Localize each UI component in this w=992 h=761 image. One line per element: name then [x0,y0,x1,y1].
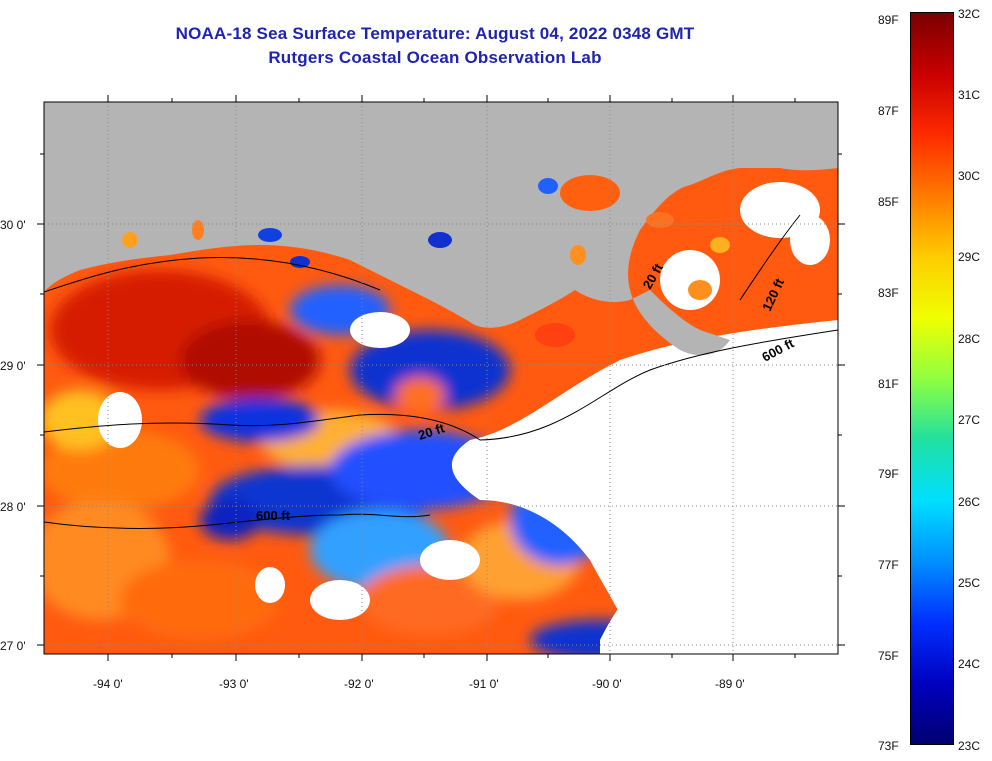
lon-label-90: -90 0' [592,677,622,691]
colorbar-c-30: 30C [958,169,981,183]
colorbar-f-87: 87F [878,104,899,118]
colorbar-f-79: 79F [878,467,899,481]
lon-label-91: -91 0' [469,677,499,691]
lon-label-92: -92 0' [344,677,374,691]
map-subtitle: Rutgers Coastal Ocean Observation Lab [268,48,602,67]
colorbar-c-31: 31C [958,88,981,102]
colorbar-c-25: 25C [958,576,981,590]
map-border [43,101,839,655]
colorbar-f-75: 75F [878,649,899,663]
lat-label-29: 29 0' [0,359,26,373]
lon-label-94: -94 0' [93,677,123,691]
colorbar-f-85: 85F [878,195,899,209]
colorbar-f-83: 83F [878,286,899,300]
colorbar-c-26: 26C [958,495,981,509]
depth-contours [44,214,838,529]
colorbar-f-73: 73F [878,739,899,753]
map-frame: 20 ft 120 ft 600 ft 20 ft 600 ft [44,102,838,654]
lat-lon-grid [44,102,838,654]
colorbar-c-23: 23C [958,739,981,753]
lat-label-27: 27 0' [0,639,26,653]
colorbar-f-77: 77F [878,558,899,572]
cloud-mask [98,312,838,654]
colorbar-c-32: 32C [958,7,981,21]
lat-label-30: 30 0' [0,218,26,232]
colorbar-c-24: 24C [958,657,981,671]
colorbar-f-89: 89F [878,13,899,27]
colorbar-c-28: 28C [958,332,981,346]
lat-label-28: 28 0' [0,500,26,514]
temperature-colorbar [910,12,954,745]
colorbar-f-81: 81F [878,377,899,391]
map-title: NOAA-18 Sea Surface Temperature: August … [175,24,695,43]
colorbar-c-29: 29C [958,250,981,264]
lon-label-93: -93 0' [219,677,249,691]
colorbar-c-27: 27C [958,413,981,427]
land-mass [44,102,838,356]
depth-label-600ft-b: 600 ft [256,508,291,523]
lon-label-89: -89 0' [715,677,745,691]
tick-marks [37,95,845,661]
